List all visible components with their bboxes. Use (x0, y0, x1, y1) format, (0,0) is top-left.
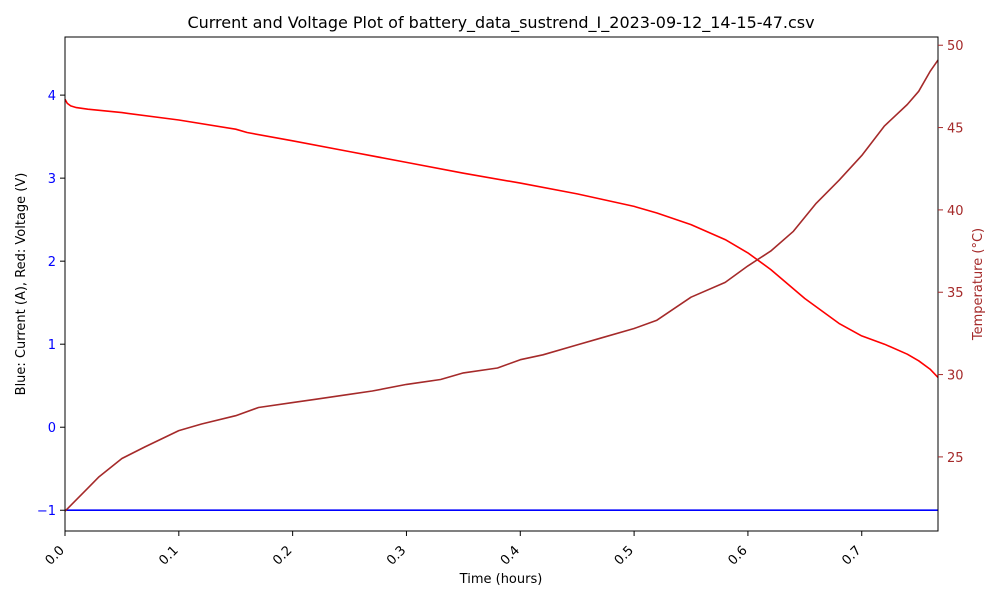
voltage-series-line (64, 98, 939, 378)
right-y-tick-label: 50 (947, 39, 964, 54)
left-y-tick-label: 2 (48, 255, 56, 270)
left-y-axis: −1 0 1 2 3 4 (37, 89, 65, 519)
x-tick-label: 0.4 (498, 543, 523, 568)
right-y-tick-label: 45 (947, 122, 964, 137)
right-y-tick-label: 35 (947, 286, 964, 301)
right-y-axis-label: Temperature (°C) (971, 228, 986, 341)
x-tick-label: 0.2 (270, 543, 295, 568)
left-y-tick-label: 1 (48, 338, 56, 353)
x-axis-label: Time (hours) (459, 572, 543, 587)
x-tick-label: 0.0 (43, 543, 68, 568)
x-tick-label: 0.3 (384, 543, 409, 568)
temperature-series-line (64, 59, 939, 512)
chart-title: Current and Voltage Plot of battery_data… (187, 13, 814, 33)
x-axis: 0.0 0.1 0.2 0.3 0.4 0.5 0.6 0.7 (43, 531, 865, 568)
right-y-tick-label: 40 (947, 204, 964, 219)
x-tick-label: 0.1 (156, 543, 181, 568)
plot-area (64, 59, 939, 512)
right-y-tick-label: 30 (947, 369, 964, 384)
right-y-axis: 25 30 35 40 45 50 (938, 39, 964, 466)
left-y-tick-label: 3 (48, 172, 56, 187)
x-tick-label: 0.6 (726, 543, 751, 568)
plot-frame (64, 36, 939, 532)
left-y-tick-label: −1 (37, 504, 56, 519)
left-y-axis-label: Blue: Current (A), Red: Voltage (V) (14, 173, 29, 396)
left-y-tick-label: 4 (48, 89, 56, 104)
x-tick-label: 0.5 (612, 543, 637, 568)
left-y-tick-label: 0 (48, 421, 56, 436)
x-tick-label: 0.7 (839, 543, 864, 568)
right-y-tick-label: 25 (947, 451, 964, 466)
